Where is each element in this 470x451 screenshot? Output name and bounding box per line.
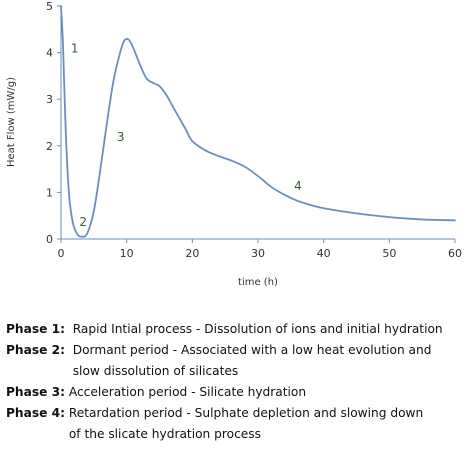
- y-tick-label: 3: [46, 93, 53, 106]
- phase-1-row: Phase 1: Rapid Intial process - Dissolut…: [6, 319, 468, 340]
- x-tick-label: 20: [185, 247, 199, 260]
- phase-1-key: Phase 1:: [6, 322, 65, 336]
- phase-4-row: Phase 4: Retardation period - Sulphate d…: [6, 403, 468, 445]
- chart-axes: [60, 6, 455, 240]
- phase-marker-1: 1: [71, 42, 79, 56]
- y-tick-label: 4: [46, 47, 53, 60]
- phase-4-text: Retardation period - Sulphate depletion …: [68, 406, 424, 441]
- y-tick-label: 1: [46, 186, 53, 199]
- x-tick-label: 40: [317, 247, 331, 260]
- phase-2-key: Phase 2:: [6, 343, 65, 357]
- phase-3-text: Acceleration period - Silicate hydration: [68, 385, 307, 399]
- y-tick-label: 0: [46, 233, 53, 246]
- phase-descriptions: Phase 1: Rapid Intial process - Dissolut…: [6, 319, 468, 445]
- phase-2-text: Dormant period - Associated with a low h…: [72, 343, 432, 378]
- x-tick-label: 50: [382, 247, 396, 260]
- heat-flow-chart: 0 10 20 30 40 50 60 0 1 2 3 4 5 Heat Flow (mW/g) tim…: [6, 0, 462, 288]
- phase-3-row: Phase 3: Acceleration period - Silicate …: [6, 382, 468, 403]
- y-tick-label: 2: [46, 140, 53, 153]
- y-tick-label: 5: [46, 0, 53, 13]
- phase-2-row: Phase 2: Dormant period - Associated wit…: [6, 340, 468, 382]
- heat-flow-curve: [60, 5, 456, 238]
- x-tick-label: 30: [251, 247, 265, 260]
- x-tick-label: 60: [448, 247, 462, 260]
- axis-ticks: 0 10 20 30 40 50 60 0 1 2 3 4 5: [46, 0, 462, 260]
- phase-4-key: Phase 4:: [6, 406, 65, 420]
- phase-1-text: Rapid Intial process - Dissolution of io…: [72, 322, 443, 336]
- x-tick-label: 0: [58, 247, 65, 260]
- phase-marker-3: 3: [117, 130, 125, 144]
- x-tick-label: 10: [120, 247, 134, 260]
- phase-marker-2: 2: [79, 215, 87, 229]
- phase-3-key: Phase 3:: [6, 385, 65, 399]
- x-axis-title: time (h): [238, 277, 278, 288]
- y-axis-title: Heat Flow (mW/g): [6, 77, 17, 167]
- phase-markers: 1 2 3 4: [71, 42, 302, 229]
- phase-marker-4: 4: [294, 179, 302, 193]
